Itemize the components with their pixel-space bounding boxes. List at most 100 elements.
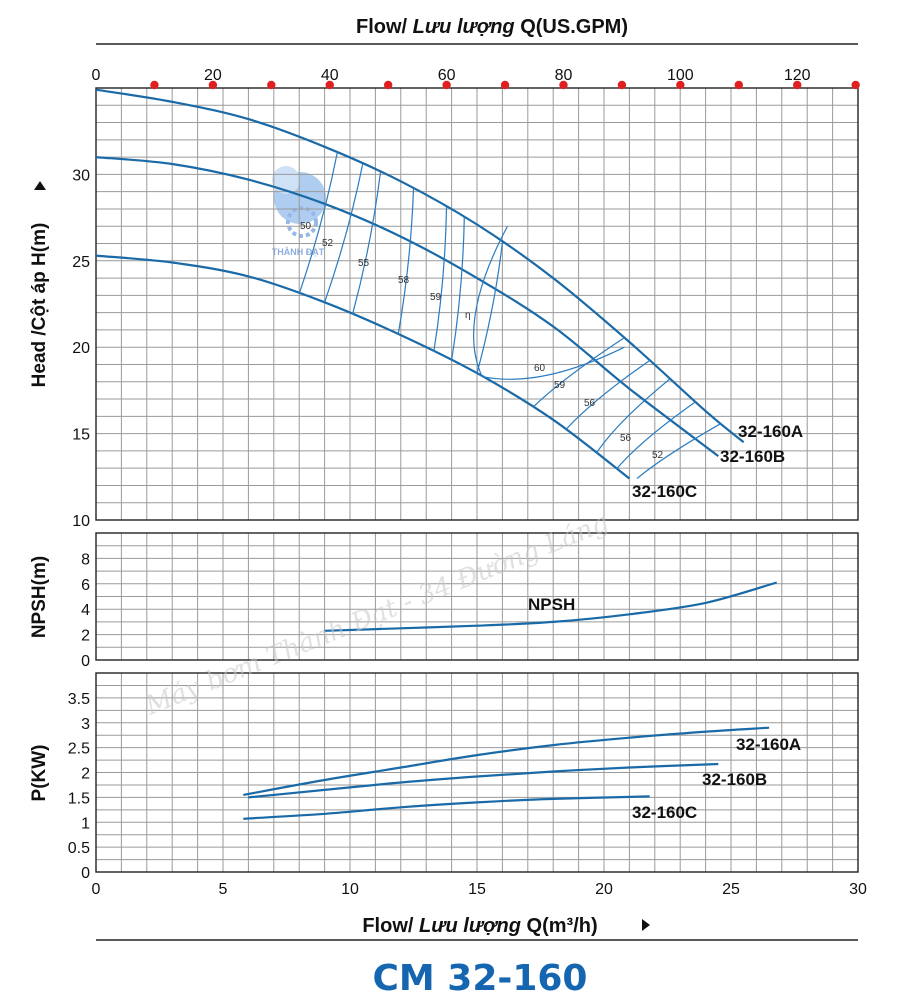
- logo-watermark: THÀNH ĐẠT: [272, 166, 326, 257]
- efficiency-iso-line: [565, 359, 651, 430]
- gpm-marker: [208, 80, 218, 90]
- efficiency-label: 59: [554, 380, 566, 391]
- efficiency-iso-line: [298, 152, 338, 294]
- power-y-tick-label: 3: [81, 716, 90, 733]
- head-y-tick-label: 30: [72, 167, 90, 184]
- gpm-marker: [559, 80, 568, 90]
- gpm-tick-label: 100: [667, 67, 694, 84]
- efficiency-iso-line: [451, 217, 465, 361]
- gpm-marker: [325, 80, 334, 90]
- head-panel: 10 15 20 25 30 0 20 40 60 80 100 120 32-160A 32-160B 3…: [72, 67, 860, 530]
- model-title: CM 32-160: [373, 958, 588, 999]
- x-tick-label: 30: [849, 881, 867, 898]
- x-tick-label: 10: [341, 881, 359, 898]
- head-y-tick-label: 20: [72, 340, 90, 357]
- bottom-axis-title: Flow/ Lưu lượng Q(m³/h): [362, 915, 597, 937]
- npsh-frame: [95, 532, 859, 661]
- head-curve-32-160B: [95, 156, 719, 457]
- head-curve-32-160C: [95, 254, 631, 480]
- power-y-tick-label: 2.5: [68, 741, 90, 758]
- efficiency-symbol: η: [465, 310, 471, 321]
- power-axis-title: P(KW): [29, 745, 50, 802]
- power-y-tick-label: 0.5: [68, 840, 90, 857]
- x-tick-label: 15: [468, 881, 486, 898]
- efficiency-envelope: [473, 225, 625, 380]
- npsh-y-tick-label: 4: [81, 602, 90, 619]
- x-tick-label: 25: [722, 881, 740, 898]
- power-y-tick-label: 3.5: [68, 691, 90, 708]
- efficiency-label: 50: [300, 221, 312, 232]
- efficiency-iso-line: [636, 423, 722, 479]
- x-tick-label: 20: [595, 881, 613, 898]
- power-y-tick-label: 2: [81, 766, 90, 783]
- gpm-tick-label: 20: [204, 67, 222, 84]
- efficiency-label: 56: [584, 398, 596, 409]
- efficiency-label: 52: [322, 238, 334, 249]
- power-y-tick-label: 0: [81, 865, 90, 882]
- npsh-curve-label: NPSH: [528, 595, 575, 614]
- head-y-tick-label: 25: [72, 254, 90, 271]
- power-curve-32-160A: [243, 726, 770, 796]
- head-curve-label: 32-160A: [738, 422, 803, 441]
- gpm-marker: [793, 80, 802, 90]
- efficiency-iso-line: [476, 242, 503, 374]
- efficiency-iso-line: [351, 172, 382, 315]
- gpm-tick-label: 60: [438, 67, 456, 84]
- efficiency-label: 60: [534, 363, 546, 374]
- gpm-marker: [383, 80, 393, 90]
- power-curve-label: 32-160C: [632, 803, 697, 822]
- head-curve-label: 32-160B: [720, 447, 785, 466]
- gpm-marker: [734, 80, 743, 90]
- npsh-y-tick-label: 8: [81, 551, 90, 568]
- head-curve-32-160A: [95, 88, 745, 444]
- npsh-axis-title: NPSH(m): [29, 556, 50, 638]
- gpm-tick-label: 120: [784, 67, 811, 84]
- gpm-marker: [676, 80, 685, 90]
- head-curve-label: 32-160C: [632, 482, 697, 501]
- gpm-marker: [267, 80, 276, 90]
- efficiency-iso-line: [324, 163, 364, 303]
- power-y-tick-label: 1: [81, 815, 90, 832]
- logo-text: THÀNH ĐẠT: [272, 247, 325, 257]
- efficiency-label: 59: [430, 292, 442, 303]
- gpm-tick-label: 40: [321, 67, 339, 84]
- top-axis-title: Flow/ Lưu lượng Q(US.GPM): [356, 16, 628, 38]
- gpm-tick-label: 80: [555, 67, 573, 84]
- head-axis-title: Head /Cột áp H(m): [29, 223, 50, 388]
- power-y-tick-label: 1.5: [68, 790, 90, 807]
- gpm-marker: [500, 80, 510, 90]
- head-y-tick-label: 10: [72, 513, 90, 530]
- efficiency-iso-line: [595, 378, 671, 454]
- bottom-axis-arrow-icon: [642, 919, 650, 931]
- watermark-text: Máy bơm Thành Đạt - 34 Đường Láng: [140, 508, 612, 722]
- npsh-y-tick-label: 6: [81, 577, 90, 594]
- x-tick-label: 5: [219, 881, 228, 898]
- power-curve-label: 32-160B: [702, 770, 767, 789]
- efficiency-label: 52: [652, 450, 664, 461]
- power-panel: 0 0.5 1 1.5 2 2.5 3 3.5 32-160A 32-160B 32-160C 0 5 1…: [68, 672, 867, 898]
- gpm-marker: [851, 80, 860, 90]
- head-y-tick-label: 15: [72, 427, 90, 444]
- head-frame: [95, 87, 859, 521]
- npsh-y-tick-label: 2: [81, 628, 90, 645]
- efficiency-label: 56: [620, 433, 632, 444]
- efficiency-iso-line: [532, 337, 625, 408]
- npsh-curve: [324, 581, 778, 632]
- efficiency-iso-line: [616, 401, 696, 470]
- efficiency-label: 58: [398, 275, 410, 286]
- power-curve-label: 32-160A: [736, 735, 801, 754]
- gpm-marker: [617, 80, 627, 90]
- head-axis-arrow-icon: [34, 181, 46, 190]
- efficiency-label: 55: [358, 258, 370, 269]
- gpm-marker: [442, 80, 451, 90]
- x-tick-label: 0: [92, 881, 101, 898]
- npsh-panel: 0 2 4 6 8 NPSH: [81, 532, 859, 670]
- gpm-marker: [150, 80, 159, 90]
- efficiency-iso-line: [397, 188, 415, 335]
- power-frame: [95, 672, 859, 873]
- power-curve-32-160C: [243, 795, 650, 820]
- efficiency-iso-line: [433, 207, 448, 352]
- power-curve-32-160B: [248, 762, 719, 799]
- gpm-tick-label: 0: [92, 67, 101, 84]
